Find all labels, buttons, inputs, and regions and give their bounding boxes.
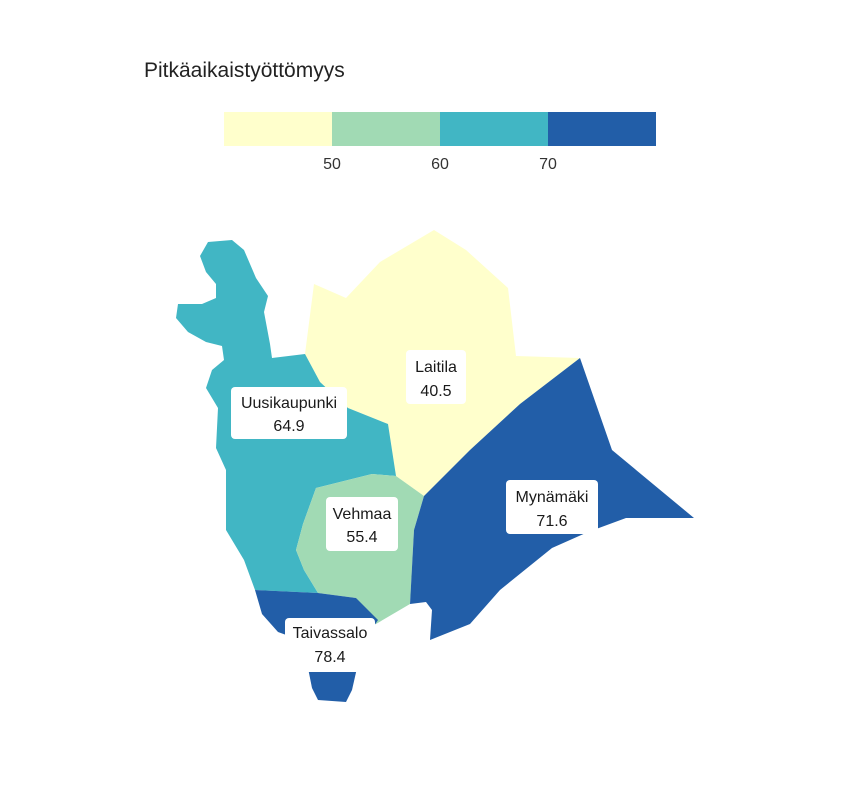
label-uusikaupunki-name: Uusikaupunki	[241, 395, 337, 412]
legend-tick-50: 50	[323, 156, 341, 173]
label-uusikaupunki-box	[231, 387, 347, 439]
label-taivassalo: Taivassalo 78.4	[285, 618, 375, 672]
legend-bin-3	[440, 112, 548, 146]
label-mynamaki-box	[506, 480, 598, 534]
legend-bin-1	[224, 112, 332, 146]
legend-bin-4	[548, 112, 656, 146]
label-laitila-box	[406, 350, 466, 404]
label-mynamaki-name: Mynämäki	[516, 489, 589, 506]
legend: Pitkäaikaistyöttömyys 50 60 70	[144, 59, 656, 173]
label-mynamaki-value: 71.6	[536, 513, 567, 530]
region-taivassalo-island[interactable]	[308, 668, 357, 702]
label-uusikaupunki: Uusikaupunki 64.9	[231, 387, 347, 439]
label-taivassalo-box	[285, 618, 375, 672]
legend-bin-2	[332, 112, 440, 146]
label-laitila-name: Laitila	[415, 359, 457, 376]
label-uusikaupunki-value: 64.9	[273, 418, 304, 435]
label-mynamaki: Mynämäki 71.6	[506, 480, 598, 534]
label-laitila: Laitila 40.5	[406, 350, 466, 404]
label-vehmaa: Vehmaa 55.4	[326, 497, 398, 551]
label-vehmaa-name: Vehmaa	[333, 506, 392, 523]
legend-tick-60: 60	[431, 156, 449, 173]
label-vehmaa-box	[326, 497, 398, 551]
legend-title: Pitkäaikaistyöttömyys	[144, 59, 345, 82]
label-taivassalo-value: 78.4	[314, 649, 345, 666]
label-taivassalo-name: Taivassalo	[293, 625, 368, 642]
legend-tick-70: 70	[539, 156, 557, 173]
label-laitila-value: 40.5	[420, 383, 451, 400]
label-vehmaa-value: 55.4	[346, 529, 377, 546]
map	[176, 230, 694, 702]
map-labels: Laitila 40.5 Uusikaupunki 64.9 Vehmaa 55…	[231, 350, 598, 672]
